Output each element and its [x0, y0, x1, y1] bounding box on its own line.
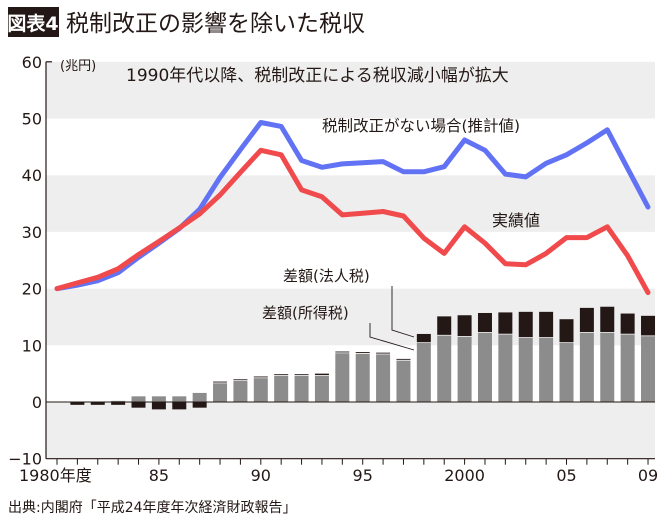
- legend-corporate-label: 差額(法人税): [283, 267, 370, 285]
- bar-corporate-diff: [457, 315, 472, 336]
- lines: [54, 120, 651, 296]
- bar-income-diff: [213, 383, 228, 402]
- bar-corporate-diff: [111, 402, 126, 405]
- grid-band: [46, 231, 655, 289]
- y-tick-label: 20: [22, 280, 42, 299]
- leader-line-income: [369, 323, 415, 351]
- bar-corporate-diff: [131, 402, 146, 408]
- y-tick-label: 30: [22, 223, 42, 242]
- x-tick-label: 95: [353, 466, 373, 485]
- bar-income-diff: [477, 332, 492, 402]
- bar-corporate-diff: [70, 402, 85, 405]
- bar-income-diff: [151, 396, 166, 402]
- y-axis-unit: (兆円): [60, 59, 96, 74]
- bar-corporate-diff: [233, 379, 248, 381]
- bar-corporate-diff: [213, 381, 228, 383]
- x-tick-label: 1980年度: [19, 466, 92, 485]
- figure-badge: 図表4: [7, 12, 58, 35]
- bar-income-diff: [498, 334, 513, 402]
- bar-income-diff: [600, 332, 615, 402]
- bar-corporate-diff: [416, 333, 431, 343]
- y-tick-label: 10: [22, 336, 42, 355]
- y-tick-label: 40: [22, 166, 42, 185]
- y-tick-label: 0: [32, 393, 42, 412]
- bar-corporate-diff: [437, 316, 452, 335]
- source-note: 出典:内閣府「平成24年度年次経済財政報告」: [8, 500, 297, 516]
- x-tick-label: 05: [556, 466, 576, 485]
- bar-corporate-diff: [90, 402, 105, 405]
- bar-income-diff: [620, 334, 635, 402]
- bar-income-diff: [437, 335, 452, 402]
- chart-subtitle: 1990年代以降、税制改正による税収減小幅が拡大: [126, 66, 509, 86]
- bar-income-diff: [559, 343, 574, 402]
- bar-corporate-diff: [518, 311, 533, 338]
- grid-band: [46, 288, 655, 346]
- bar-corporate-diff: [477, 312, 492, 333]
- bars: [70, 306, 656, 410]
- bar-corporate-diff: [376, 352, 391, 354]
- axes: −10 0 10 20 30 40 50 60 1980年度 85 90 95 2000 05 09: [8, 53, 658, 485]
- bar-corporate-diff: [620, 313, 635, 334]
- bar-corporate-diff: [600, 306, 615, 333]
- x-tick-label: 85: [149, 466, 169, 485]
- bar-corporate-diff: [253, 376, 268, 378]
- bar-income-diff: [131, 396, 146, 402]
- badge-box: [8, 7, 59, 37]
- grid-band: [46, 345, 655, 402]
- bar-income-diff: [111, 400, 126, 402]
- bar-income-diff: [233, 381, 248, 402]
- x-tick-label: 09: [638, 466, 658, 485]
- bar-corporate-diff: [192, 402, 207, 408]
- y-tick-label: 50: [22, 110, 42, 129]
- bar-income-diff: [294, 375, 309, 402]
- bar-income-diff: [518, 337, 533, 402]
- grid-band: [46, 402, 655, 459]
- bar-income-diff: [376, 354, 391, 402]
- bar-corporate-diff: [151, 402, 166, 410]
- bar-income-diff: [416, 343, 431, 402]
- grid-band: [46, 175, 655, 232]
- bar-income-diff: [192, 392, 207, 402]
- bar-income-diff: [457, 336, 472, 402]
- bar-income-diff: [641, 336, 656, 402]
- bar-income-diff: [172, 396, 187, 402]
- background-bands: [46, 61, 655, 459]
- bar-income-diff: [253, 378, 268, 402]
- legend-estimate-label: 税制改正がない場合(推計値): [322, 117, 520, 135]
- bar-income-diff: [579, 332, 594, 402]
- bar-income-diff: [539, 337, 554, 402]
- bar-corporate-diff: [539, 311, 554, 338]
- bar-corporate-diff: [172, 402, 187, 410]
- x-tick-label: 2000: [444, 466, 485, 485]
- bar-corporate-diff: [498, 312, 513, 334]
- bar-corporate-diff: [314, 373, 329, 376]
- page-title: 税制改正の影響を除いた税収: [66, 11, 365, 37]
- bar-income-diff: [335, 353, 350, 402]
- bar-corporate-diff: [579, 307, 594, 333]
- bar-income-diff: [396, 360, 411, 402]
- bar-corporate-diff: [641, 315, 656, 336]
- bar-corporate-diff: [396, 358, 411, 360]
- bar-income-diff: [274, 375, 289, 402]
- leader-line-corporate: [391, 286, 415, 338]
- bar-corporate-diff: [294, 374, 309, 376]
- legend-actual-label: 実績値: [492, 211, 540, 230]
- y-tick-label: −10: [8, 450, 42, 469]
- legend-income-label: 差額(所得税): [262, 304, 349, 322]
- bar-corporate-diff: [335, 351, 350, 353]
- bar-corporate-diff: [559, 319, 574, 343]
- x-tick-label: 90: [251, 466, 271, 485]
- bar-income-diff: [314, 375, 329, 402]
- bar-corporate-diff: [355, 352, 370, 354]
- grid-band: [46, 61, 655, 119]
- bar-corporate-diff: [274, 374, 289, 376]
- bar-income-diff: [355, 353, 370, 402]
- y-tick-label: 60: [22, 53, 42, 72]
- line-actual: [54, 147, 651, 296]
